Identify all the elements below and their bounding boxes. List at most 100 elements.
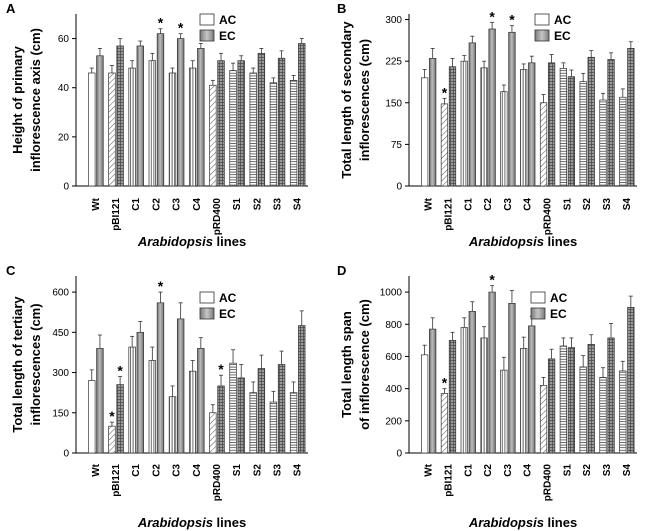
y-tick-label: 0 — [396, 182, 402, 193]
bar-ec-prd400 — [547, 62, 556, 187]
bar-ec-wt — [96, 348, 104, 454]
bar-ac-s4 — [619, 96, 627, 187]
panel-letter: B — [337, 1, 346, 16]
y-tick-label: 1000 — [380, 288, 403, 299]
significance-marker: * — [442, 84, 448, 100]
x-tick-label-prd400: pRD400 — [543, 464, 554, 502]
bar-ac-pbi121 — [108, 72, 116, 187]
significance-marker: * — [489, 272, 495, 288]
bar-ec-s2 — [257, 52, 266, 187]
bar-ec-s1 — [237, 377, 245, 454]
x-axis-label-italic: Arabidopsis — [137, 234, 213, 249]
x-axis-label-rest: lines — [213, 234, 246, 249]
bar-ac-pbi121 — [108, 425, 116, 454]
legend-label-ec: EC — [554, 29, 571, 43]
bar-ac-s1 — [559, 68, 567, 187]
legend: AC EC — [534, 13, 572, 43]
bar-ac-c2 — [480, 337, 488, 454]
bar-ac-c2 — [148, 60, 156, 187]
x-tick-label-s2: S2 — [252, 464, 263, 477]
x-tick-label-pbi121: pBI121 — [111, 198, 122, 231]
y-tick-label: 200 — [385, 416, 402, 427]
bar-ec-pbi121 — [448, 340, 457, 454]
y-tick-label: 20 — [58, 132, 70, 143]
bar-ec-s3 — [607, 337, 615, 454]
legend-swatch-ec — [530, 307, 546, 320]
bar-ec-prd400 — [547, 358, 556, 454]
bar-ac-s2 — [579, 81, 587, 187]
bar-ec-c2 — [488, 291, 496, 454]
bar-ec-c3 — [508, 31, 516, 187]
bar-ec-s4 — [627, 307, 635, 454]
bar-ec-pbi121 — [116, 45, 124, 187]
y-tick-label: 0 — [63, 449, 69, 460]
bar-ec-c2 — [156, 33, 165, 187]
bar-ac-wt — [88, 380, 96, 454]
legend-swatch-ec — [534, 29, 550, 42]
bar-ac-pbi121 — [440, 393, 449, 454]
y-tick-label: 300 — [385, 15, 402, 26]
x-axis-label: Arabidopsis lines — [468, 515, 577, 530]
legend-label-ac: AC — [554, 13, 572, 27]
y-axis-label-line: of inflorescence (cm) — [357, 299, 372, 430]
legend: AC EC — [199, 291, 237, 321]
x-tick-label-wt: Wt — [424, 463, 435, 476]
x-tick-label-c4: C4 — [523, 198, 534, 211]
bar-ac-c3 — [500, 91, 508, 187]
bar-ac-c1 — [460, 60, 468, 187]
x-tick-label-wt: Wt — [91, 463, 102, 476]
bar-ec-c3 — [176, 38, 185, 187]
y-axis-label-line: inflorescences (cm) — [357, 39, 372, 161]
y-tick-label: 300 — [52, 368, 69, 379]
x-axis-label-italic: Arabidopsis — [468, 515, 544, 530]
x-tick-label-pbi121: pBI121 — [443, 464, 454, 497]
panel-b: B 0 75 150 225 300 Total length of secondary in… — [337, 1, 637, 249]
significance-marker: * — [117, 363, 123, 379]
x-tick-label-s2: S2 — [582, 198, 593, 211]
panel-a: A 0 20 40 60 Height of primary inflorescence a… — [6, 1, 308, 249]
x-axis-label: Arabidopsis lines — [137, 234, 246, 249]
x-tick-label-s3: S3 — [272, 198, 283, 211]
bar-ec-c4 — [528, 325, 536, 454]
bar-ec-c3 — [176, 318, 185, 454]
bar-ac-prd400 — [539, 385, 548, 454]
bar-ec-s2 — [587, 56, 595, 187]
y-axis-label-line: Height of primary — [10, 45, 25, 153]
x-tick-label-c4: C4 — [523, 464, 534, 477]
x-tick-label-prd400: pRD400 — [212, 464, 223, 502]
bar-ac-s2 — [579, 366, 587, 454]
panel-letter: C — [6, 263, 16, 278]
y-tick-label: 800 — [385, 320, 402, 331]
x-tick-label-c1: C1 — [131, 198, 142, 211]
panel-letter: A — [6, 1, 16, 16]
significance-marker: * — [509, 12, 515, 28]
bar-ac-s4 — [619, 370, 627, 454]
x-tick-label-c1: C1 — [463, 464, 474, 477]
y-tick-label: 600 — [385, 352, 402, 363]
significance-marker: * — [158, 278, 164, 294]
bar-ec-s4 — [627, 48, 635, 187]
bar-ac-c3 — [168, 72, 177, 187]
bar-ac-wt — [421, 77, 429, 187]
x-tick-label-s2: S2 — [582, 464, 593, 477]
x-tick-label-s4: S4 — [293, 464, 304, 477]
bar-ac-c3 — [500, 369, 508, 454]
x-axis-label-rest: lines — [544, 515, 577, 530]
bar-ac-wt — [88, 72, 96, 187]
bar-ec-prd400 — [217, 385, 225, 454]
x-tick-label-prd400: pRD400 — [543, 198, 554, 236]
bar-ac-prd400 — [209, 412, 217, 454]
significance-marker: * — [442, 375, 448, 391]
bar-ec-c2 — [488, 28, 496, 187]
x-tick-label-c2: C2 — [483, 198, 494, 211]
legend-swatch-ac — [534, 13, 550, 26]
bar-ac-c4 — [520, 69, 528, 187]
bar-ec-s3 — [607, 59, 615, 187]
legend-label-ac: AC — [219, 13, 237, 27]
legend-label-ec: EC — [219, 29, 236, 43]
x-tick-label-s4: S4 — [622, 464, 633, 477]
bar-ac-c4 — [188, 370, 197, 454]
x-tick-label-c4: C4 — [192, 464, 203, 477]
bar-ac-c1 — [460, 327, 468, 454]
